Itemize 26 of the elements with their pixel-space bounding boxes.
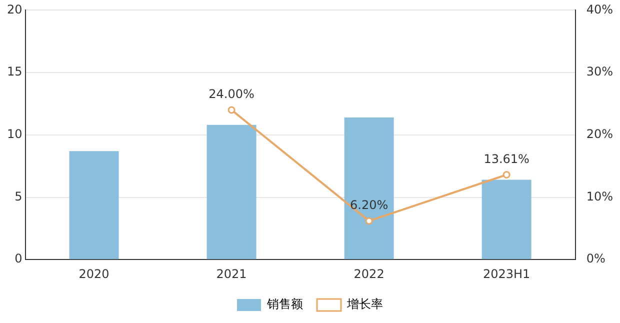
y2-tick-label: 30% bbox=[586, 64, 613, 79]
y-tick-label: 0 bbox=[14, 252, 22, 266]
legend-label: 增长率 bbox=[346, 297, 383, 312]
y-tick-label: 20 bbox=[6, 2, 22, 16]
bar bbox=[344, 117, 394, 260]
x-tick-label: 2021 bbox=[216, 266, 247, 281]
point bbox=[502, 170, 510, 178]
y-tick-label: 5 bbox=[14, 189, 22, 204]
bar bbox=[206, 124, 256, 260]
data-label: 24.00% bbox=[208, 87, 254, 102]
y-tick-label: 15 bbox=[6, 64, 22, 79]
point bbox=[228, 106, 236, 114]
data-label: 13.61% bbox=[484, 152, 530, 166]
x-tick-label: 2023H1 bbox=[482, 266, 530, 281]
point bbox=[365, 217, 373, 225]
x-tick-label: 2022 bbox=[354, 266, 384, 281]
y2-tick-label: 0% bbox=[586, 252, 606, 266]
bar bbox=[482, 180, 532, 260]
x-tick-label: 2020 bbox=[78, 266, 110, 281]
y2-tick-label: 20% bbox=[586, 127, 613, 142]
legend-label: 销售额 bbox=[266, 297, 303, 312]
data-label: 6.20% bbox=[350, 198, 388, 212]
y-tick-label: 10 bbox=[6, 127, 22, 142]
bar bbox=[69, 151, 119, 260]
y2-tick-label: 10% bbox=[586, 189, 613, 204]
y2-tick-label: 40% bbox=[586, 2, 613, 16]
